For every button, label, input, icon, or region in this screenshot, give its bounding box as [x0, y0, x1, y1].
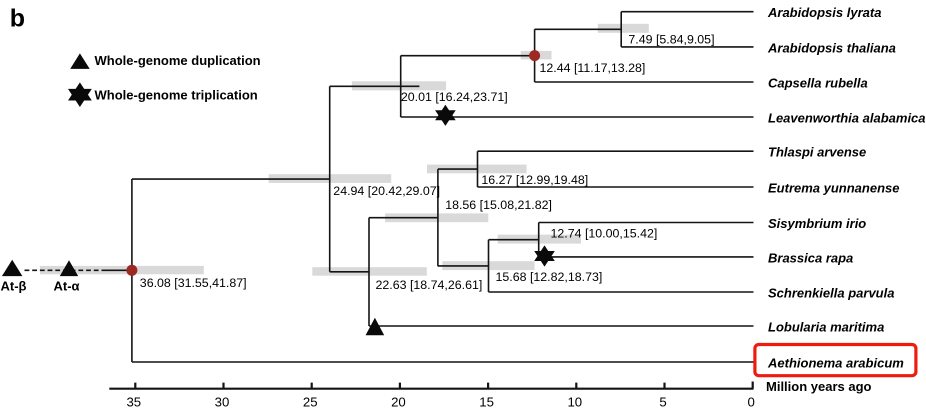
svg-text:5: 5 [659, 394, 666, 409]
svg-text:16.27 [12.99,19.48]: 16.27 [12.99,19.48] [481, 173, 588, 187]
svg-text:15.68 [12.82,18.73]: 15.68 [12.82,18.73] [496, 270, 603, 284]
svg-text:20.01 [16.24,23.71]: 20.01 [16.24,23.71] [401, 90, 508, 104]
svg-text:36.08 [31.55,41.87]: 36.08 [31.55,41.87] [140, 276, 247, 290]
svg-text:Arabidopsis thaliana: Arabidopsis thaliana [767, 40, 896, 55]
svg-text:Arabidopsis lyrata: Arabidopsis lyrata [767, 5, 881, 20]
svg-text:Schrenkiella parvula: Schrenkiella parvula [768, 286, 894, 301]
svg-text:At-α: At-α [54, 279, 80, 294]
svg-text:0: 0 [748, 394, 755, 409]
svg-text:35: 35 [126, 394, 141, 409]
svg-text:12.44 [11.17,13.28]: 12.44 [11.17,13.28] [540, 61, 646, 75]
svg-text:10: 10 [567, 394, 582, 409]
svg-text:18.56 [15.08,21.82]: 18.56 [15.08,21.82] [445, 198, 552, 212]
svg-text:12.74 [10.00,15.42]: 12.74 [10.00,15.42] [551, 227, 658, 241]
svg-text:15: 15 [479, 394, 494, 409]
svg-text:Lobularia maritima: Lobularia maritima [768, 320, 884, 335]
svg-text:25: 25 [303, 394, 318, 409]
svg-text:Thlaspi arvense: Thlaspi arvense [768, 145, 866, 160]
svg-text:Whole-genome duplication: Whole-genome duplication [95, 53, 261, 68]
svg-text:22.63 [18.74,26.61]: 22.63 [18.74,26.61] [376, 278, 483, 292]
svg-text:Capsella rubella: Capsella rubella [768, 76, 868, 91]
svg-text:At-β: At-β [1, 279, 27, 294]
svg-text:Aethionema arabicum: Aethionema arabicum [767, 356, 904, 371]
svg-text:Sisymbrium irio: Sisymbrium irio [768, 216, 866, 231]
svg-text:20: 20 [391, 394, 406, 409]
svg-text:30: 30 [215, 394, 230, 409]
svg-text:7.49 [5.84,9.05]: 7.49 [5.84,9.05] [628, 33, 714, 47]
svg-text:Leavenworthia alabamica: Leavenworthia alabamica [768, 111, 926, 126]
svg-text:Whole-genome triplication: Whole-genome triplication [95, 87, 258, 102]
svg-text:Million years ago: Million years ago [766, 379, 872, 394]
svg-text:b: b [10, 5, 25, 33]
svg-text:24.94 [20.42,29.07]: 24.94 [20.42,29.07] [333, 184, 440, 198]
svg-text:Brassica rapa: Brassica rapa [768, 250, 853, 265]
svg-text:Eutrema yunnanense: Eutrema yunnanense [768, 181, 900, 196]
